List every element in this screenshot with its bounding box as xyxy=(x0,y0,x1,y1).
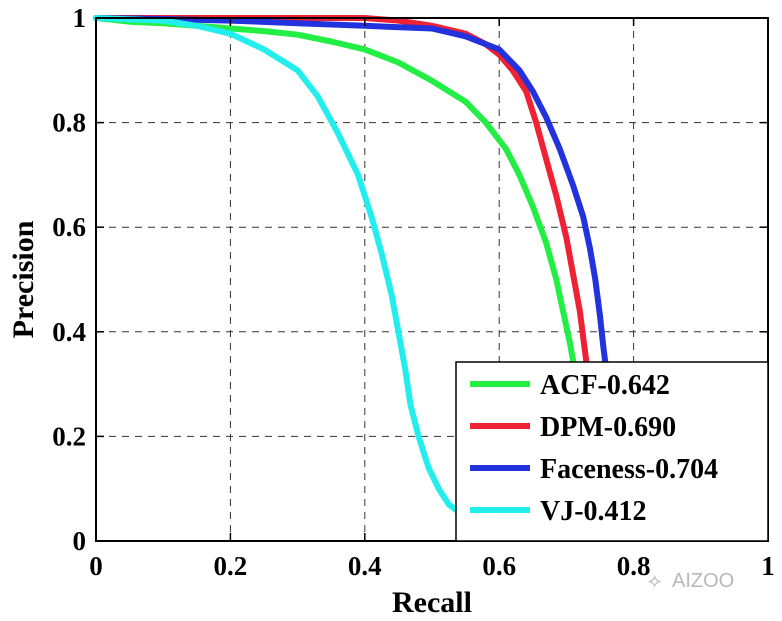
series-line-faceness xyxy=(93,15,610,377)
y-axis-label: Precision xyxy=(7,220,40,338)
legend: ACF-0.642 DPM-0.690 Faceness-0.704 VJ-0.412 xyxy=(455,361,769,542)
legend-label: ACF-0.642 xyxy=(540,370,670,401)
series-line-dpm xyxy=(93,15,591,377)
series-line-acf xyxy=(93,15,578,372)
x-tick-label: 0.6 xyxy=(482,551,516,581)
legend-label: Faceness-0.704 xyxy=(540,454,718,485)
plot-frame xyxy=(95,17,769,542)
y-tick-label: 0.4 xyxy=(52,317,86,347)
watermark: ⟡ AIZOO xyxy=(648,570,734,592)
legend-label: DPM-0.690 xyxy=(540,412,676,443)
x-tick-label: 0.4 xyxy=(348,551,382,581)
y-tick-label: 0.2 xyxy=(52,421,86,451)
y-tick-label: 0.8 xyxy=(52,108,86,138)
legend-label: VJ-0.412 xyxy=(540,496,647,527)
x-axis-label: Recall xyxy=(392,586,472,619)
watermark-icon: ⟡ xyxy=(648,570,661,592)
x-tick-label: 0.2 xyxy=(214,551,248,581)
y-tick-label: 1 xyxy=(73,3,87,33)
x-tick-label: 0.8 xyxy=(617,551,651,581)
watermark-text: AIZOO xyxy=(672,570,734,592)
x-tick-label: 0 xyxy=(89,551,103,581)
y-tick-label: 0 xyxy=(73,526,87,556)
y-tick-label: 0.6 xyxy=(52,212,86,242)
x-tick-label: 1 xyxy=(761,551,775,581)
tick-labels: 0 0.2 0.4 0.6 0.8 1 0 0.2 0.4 0.6 0.8 1 xyxy=(52,3,775,581)
series-line-vj xyxy=(93,15,459,513)
